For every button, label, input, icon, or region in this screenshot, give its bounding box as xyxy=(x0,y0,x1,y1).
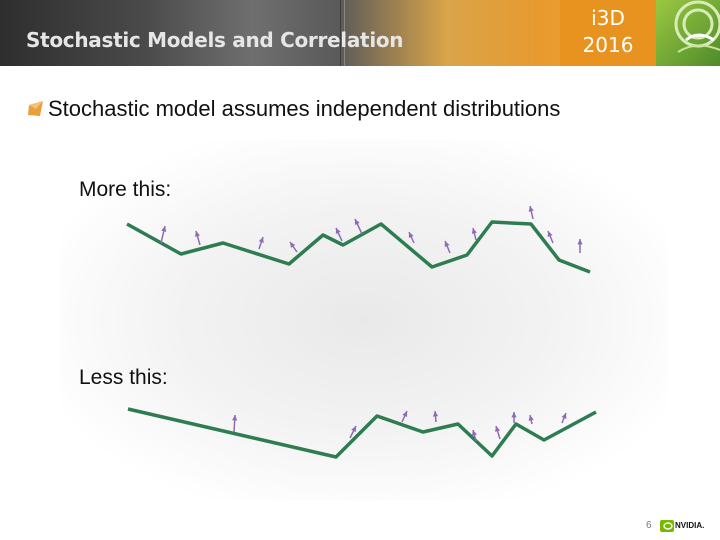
random-offset-arrow xyxy=(160,225,167,244)
random-offset-arrow xyxy=(194,230,201,246)
illustration-panel xyxy=(60,140,668,500)
bullet-arrow-icon xyxy=(28,101,43,116)
random-offset-arrow xyxy=(289,241,298,253)
bullet-text: Stochastic model assumes independent dis… xyxy=(48,96,561,121)
event-name: i3D xyxy=(591,6,625,30)
random-offset-arrow xyxy=(471,227,477,241)
random-offset-arrow xyxy=(495,425,501,440)
label-more-this: More this: xyxy=(79,178,172,201)
random-offset-arrow xyxy=(401,410,408,423)
event-year: 2016 xyxy=(582,33,634,57)
random-offset-arrow xyxy=(528,205,534,220)
slide-title: Stochastic Models and Correlation xyxy=(26,28,404,52)
label-less-this: Less this: xyxy=(79,366,168,389)
random-offset-arrow xyxy=(471,429,477,442)
random-offset-arrow xyxy=(232,414,238,433)
header-divider xyxy=(344,0,345,66)
random-offset-arrow xyxy=(335,227,343,242)
random-offset-arrow xyxy=(561,412,567,424)
random-offset-arrow xyxy=(354,218,363,235)
i3d-logo-icon xyxy=(656,0,720,66)
page-number: 6 xyxy=(646,520,652,531)
header-divider xyxy=(340,0,341,66)
random-offset-arrow xyxy=(577,239,583,253)
footer-brand: NVIDIA. xyxy=(675,521,705,530)
random-offset-arrow xyxy=(547,230,554,244)
random-offset-arrow xyxy=(258,236,264,250)
random-offset-arrow xyxy=(349,425,357,439)
slide-header: Stochastic Models and Correlation i3D 20… xyxy=(0,0,720,66)
random-offset-arrow xyxy=(408,231,415,244)
uncorrelated-curve xyxy=(127,407,597,459)
random-offset-arrow xyxy=(528,414,534,425)
random-offset-arrow xyxy=(444,240,451,254)
random-offset-arrow xyxy=(511,412,517,423)
random-offset-arrow xyxy=(432,410,439,423)
event-badge: i3D 2016 xyxy=(560,0,656,66)
correlated-curve xyxy=(126,220,591,274)
nvidia-logo-icon: NVIDIA. xyxy=(660,519,704,537)
